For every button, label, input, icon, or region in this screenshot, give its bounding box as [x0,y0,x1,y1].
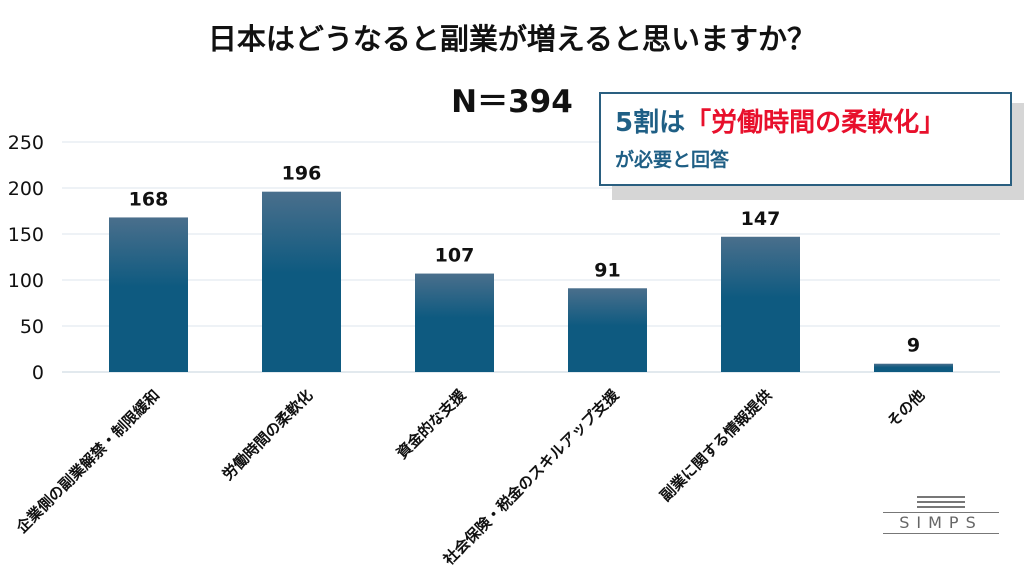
bar [874,363,953,372]
callout-box: 5割は「労働時間の柔軟化」 が必要と回答 [599,92,1012,186]
bar [415,273,494,372]
y-tick-label: 50 [20,316,44,338]
y-tick-label: 100 [8,270,44,292]
data-label: 196 [282,163,322,185]
logo-mark [917,496,965,511]
data-label: 107 [435,245,475,267]
x-tick-label: 資金的な支援 [393,385,470,462]
data-label: 168 [129,188,169,210]
data-label: 147 [741,208,781,230]
callout-line2: が必要と回答 [615,149,730,171]
x-tick-label: 企業側の副業解禁・制限緩和 [12,386,163,537]
chart-subtitle: N＝394 [451,84,573,120]
bar [721,236,800,372]
callout-line1: 5割は「労働時間の柔軟化」 [615,102,1010,139]
chart-title: 日本はどうなると副業が増えると思いますか？ [207,22,817,56]
bar [262,191,341,372]
bar [568,288,647,372]
y-tick-label: 200 [8,178,44,200]
x-tick-label: 副業に関する情報提供 [657,386,776,505]
x-tick-label: 社会保険・税金のスキルアップ支援 [439,385,623,569]
callout-highlight: 「労働時間の柔軟化」 [685,108,946,138]
data-label: 91 [594,259,620,281]
data-label: 9 [907,335,920,357]
y-tick-label: 0 [32,362,44,384]
y-tick-label: 250 [8,132,44,154]
callout-prefix: 5割は [615,108,686,138]
bar [109,217,188,372]
x-tick-label: 労働時間の柔軟化 [219,386,317,484]
y-tick-label: 150 [8,224,44,246]
x-tick-label: その他 [884,386,929,431]
logo-text: SIMPS [883,512,999,534]
simps-logo: SIMPS [883,496,999,548]
